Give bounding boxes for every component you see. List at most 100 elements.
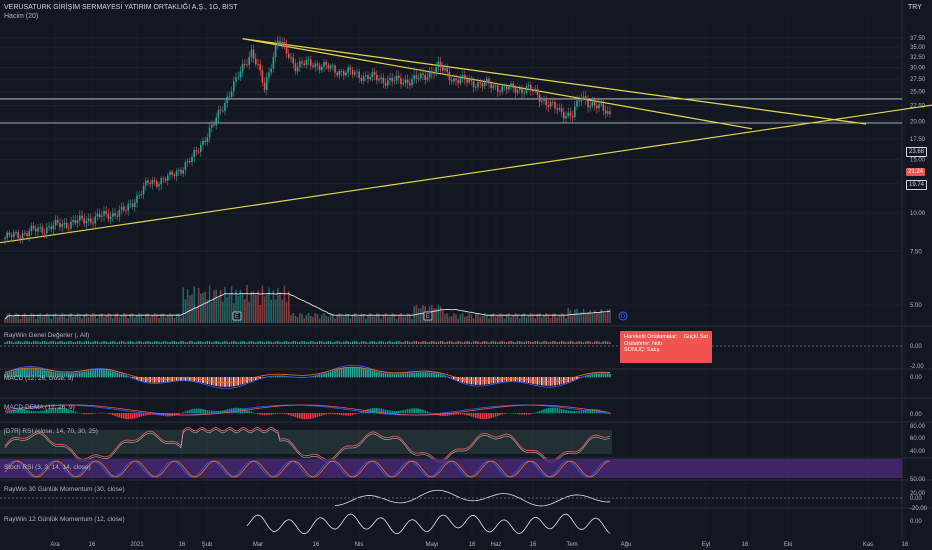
macd-histogram-bar	[83, 371, 85, 378]
volume-bar	[356, 316, 358, 323]
macd-dema-bar	[6, 412, 8, 414]
macd-dema-bar	[305, 413, 308, 420]
genel-bar	[602, 341, 605, 344]
macd-histogram-bar	[120, 374, 123, 378]
indicator-scale-label: 80.00	[910, 424, 926, 430]
candle	[224, 102, 226, 111]
genel-bar	[241, 341, 244, 344]
volume-bar	[404, 316, 407, 323]
x-tick-label: 16	[179, 542, 186, 548]
volume-bar	[123, 313, 125, 323]
volume-bar	[516, 314, 519, 323]
volume-bar	[321, 314, 323, 323]
candle	[437, 61, 440, 68]
genel-bar	[384, 342, 387, 344]
macd-dema-bar	[120, 413, 123, 419]
x-tick-label: 16	[742, 542, 749, 548]
indicator-label-macd-dema[interactable]: MACD DEMA (12, 26, 9)	[4, 404, 75, 411]
volume-bar	[272, 290, 275, 323]
volume-bar	[127, 318, 129, 323]
genel-bar	[107, 342, 110, 344]
macd-dema-bar	[138, 413, 140, 418]
macd-dema-bar	[578, 410, 580, 414]
macd-dema-bar	[39, 411, 41, 414]
genel-bar	[202, 342, 204, 344]
macd-histogram-bar	[178, 377, 180, 381]
candle	[521, 88, 523, 93]
volume-bar	[602, 311, 605, 323]
volume-bar	[347, 314, 349, 323]
genel-bar	[323, 342, 325, 344]
macd-dema-bar	[345, 413, 347, 416]
volume-bar	[285, 301, 288, 323]
macd-dema-bar	[200, 408, 202, 414]
macd-dema-bar	[505, 413, 508, 414]
candle	[200, 144, 202, 152]
volume-bar	[26, 316, 28, 323]
genel-bar	[525, 341, 528, 344]
volume-bar	[565, 318, 567, 323]
genel-bar	[248, 341, 250, 344]
y-tick-label: 30.00	[910, 66, 926, 72]
candle	[21, 233, 24, 239]
indicator-label-mom12[interactable]: RayWin 12 Günlük Momentum (12, close)	[4, 516, 125, 523]
genel-bar	[274, 341, 277, 344]
macd-histogram-bar	[362, 368, 365, 378]
volume-bar	[160, 313, 162, 323]
macd-histogram-bar	[387, 373, 389, 378]
genel-bar	[35, 341, 37, 344]
macd-histogram-bar	[329, 371, 332, 378]
macd-dema-bar	[417, 408, 420, 414]
macd-dema-bar	[593, 408, 596, 414]
macd-dema-bar	[391, 410, 393, 414]
genel-bar	[589, 341, 591, 344]
volume-bar	[244, 299, 246, 323]
macd-dema-bar	[65, 408, 68, 414]
indicator-label-mom30[interactable]: RayWin 30 Günlük Momentum (30, close)	[4, 486, 125, 493]
macd-histogram-bar	[279, 376, 281, 378]
macd-dema-bar	[312, 413, 314, 419]
volume-bar	[323, 313, 325, 323]
genel-bar	[569, 341, 572, 344]
macd-histogram-bar	[230, 377, 233, 387]
genel-bar	[362, 341, 365, 344]
macd-dema-bar	[464, 413, 466, 415]
x-tick-label: Ağu	[621, 542, 632, 548]
macd-histogram-bar	[338, 368, 341, 378]
macd-histogram-bar	[59, 372, 61, 378]
genel-bar	[283, 341, 286, 344]
volume-bar	[499, 313, 501, 323]
volume-bar	[105, 315, 107, 323]
indicator-label-genel[interactable]: RayWin Genel Değerler (, All)	[4, 332, 90, 339]
volume-bar	[274, 299, 277, 323]
macd-histogram-bar	[389, 373, 391, 378]
x-tick-label: Haz	[491, 542, 502, 548]
genel-bar	[147, 341, 149, 344]
candle	[8, 232, 11, 236]
candle	[312, 65, 314, 68]
volume-bar	[173, 317, 176, 323]
macd-histogram-bar	[235, 377, 237, 386]
candle	[257, 64, 259, 65]
macd-histogram-bar	[162, 377, 165, 383]
genel-bar	[127, 341, 129, 344]
volume-bar	[101, 313, 103, 323]
indicator-label-macd[interactable]: MACD (12, 26, close, 9)	[4, 375, 74, 382]
candle	[409, 83, 411, 86]
macd-dema-bar	[387, 410, 389, 414]
indicator-label-rsi[interactable]: [D7R] RSI (close, 14, 70, 30, 25)	[4, 428, 98, 435]
candle	[391, 77, 393, 82]
candle	[567, 112, 569, 117]
macd-histogram-bar	[591, 374, 594, 378]
candle	[239, 71, 242, 78]
indicator-label-stoch[interactable]: Stoch RSI (3, 3, 14, 14, close)	[4, 464, 91, 471]
genel-bar	[541, 341, 543, 344]
macd-dema-bar	[191, 409, 193, 414]
volume-bar	[582, 309, 585, 323]
candle	[323, 62, 325, 67]
macd-histogram-bar	[343, 368, 345, 378]
macd-dema-bar	[250, 411, 253, 414]
macd-dema-bar	[455, 413, 457, 415]
macd-dema-bar	[13, 409, 15, 414]
